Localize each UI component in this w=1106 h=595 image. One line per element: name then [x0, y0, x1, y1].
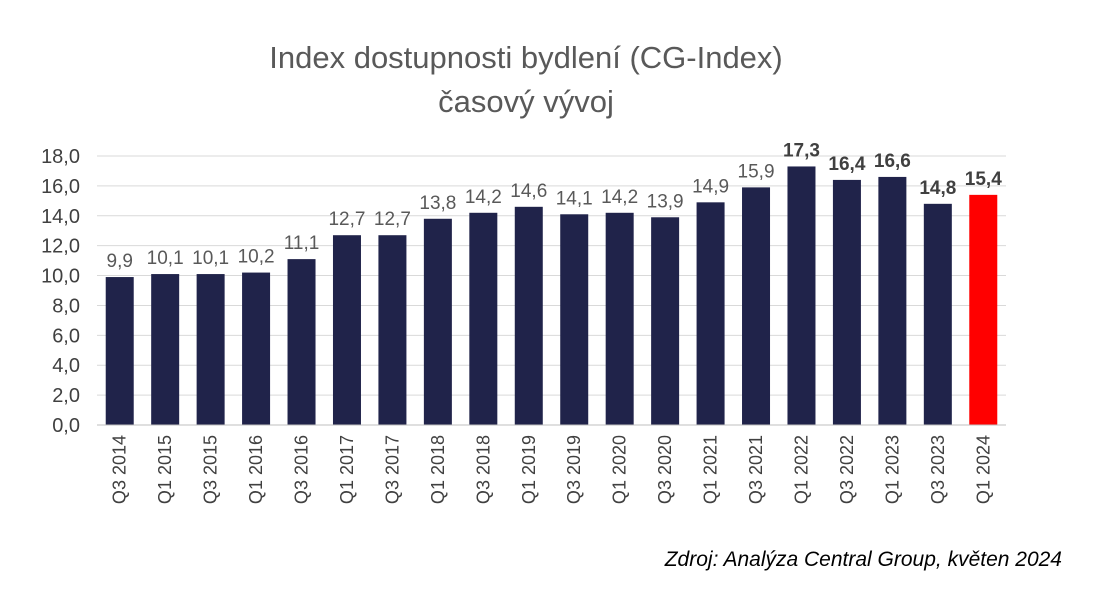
bar — [696, 202, 725, 425]
bar — [969, 194, 998, 425]
data-label: 10,1 — [147, 248, 184, 269]
data-label: 14,8 — [919, 178, 956, 199]
x-tick-label: Q1 2023 — [882, 435, 902, 504]
data-label: 12,7 — [374, 209, 411, 230]
data-label: 15,9 — [738, 161, 775, 182]
bar — [605, 212, 634, 425]
data-label: 14,2 — [601, 187, 638, 208]
y-tick-label: 2,0 — [52, 385, 80, 407]
data-label: 17,3 — [783, 140, 820, 161]
bar — [196, 274, 225, 425]
x-tick-label: Q1 2019 — [519, 435, 539, 504]
data-label: 14,2 — [465, 187, 502, 208]
data-label: 11,1 — [284, 233, 320, 254]
y-tick-label: 16,0 — [41, 176, 80, 198]
x-tick-label: Q1 2024 — [973, 435, 993, 504]
y-tick-label: 4,0 — [52, 355, 80, 377]
bar — [832, 179, 861, 425]
data-label: 15,4 — [965, 169, 1002, 190]
x-tick-label: Q1 2017 — [337, 435, 357, 504]
data-label: 13,9 — [647, 191, 684, 212]
chart-title: Index dostupnosti bydlení (CG-Index) — [269, 40, 783, 75]
x-tick-label: Q3 2019 — [564, 435, 584, 504]
bar — [560, 214, 589, 425]
y-tick-label: 14,0 — [41, 206, 80, 228]
bar — [514, 206, 543, 425]
y-tick-label: 12,0 — [41, 236, 80, 258]
bar — [332, 235, 361, 425]
y-tick-label: 0,0 — [52, 415, 80, 437]
bar — [423, 218, 452, 425]
source-note: Zdroj: Analýza Central Group, květen 202… — [664, 548, 1062, 571]
x-tick-label: Q1 2021 — [701, 435, 721, 504]
bar — [878, 176, 907, 425]
y-tick-label: 18,0 — [41, 146, 80, 168]
data-label: 13,8 — [419, 193, 456, 214]
bar — [787, 166, 816, 425]
chart-subtitle: časový vývoj — [438, 84, 614, 119]
data-label: 16,6 — [874, 151, 911, 172]
bar — [651, 217, 680, 425]
x-tick-label: Q1 2022 — [791, 435, 811, 504]
bar — [105, 277, 134, 425]
x-tick-label: Q3 2015 — [201, 435, 221, 504]
x-tick-label: Q3 2022 — [837, 435, 857, 504]
x-tick-label: Q3 2023 — [928, 435, 948, 504]
bar — [742, 187, 771, 425]
x-tick-label: Q1 2020 — [610, 435, 630, 504]
data-label: 14,6 — [510, 181, 547, 202]
data-label: 12,7 — [328, 209, 365, 230]
x-tick-label: Q1 2015 — [155, 435, 175, 504]
bar — [242, 272, 271, 425]
x-tick-label: Q3 2014 — [110, 435, 130, 504]
y-tick-label: 6,0 — [52, 325, 80, 347]
y-tick-label: 8,0 — [52, 295, 80, 317]
bar — [287, 259, 316, 425]
x-tick-label: Q1 2016 — [246, 435, 266, 504]
x-tick-label: Q1 2018 — [428, 435, 448, 504]
data-label: 14,9 — [692, 176, 729, 197]
data-label: 10,2 — [238, 247, 275, 268]
data-label: 9,9 — [107, 251, 133, 272]
x-tick-label: Q3 2018 — [473, 435, 493, 504]
bar — [469, 212, 498, 425]
x-tick-label: Q3 2021 — [746, 435, 766, 504]
data-label: 16,4 — [828, 154, 865, 175]
x-tick-label: Q3 2020 — [655, 435, 675, 504]
data-label: 10,1 — [192, 248, 229, 269]
x-tick-label: Q3 2017 — [382, 435, 402, 504]
x-tick-label: Q3 2016 — [292, 435, 312, 504]
data-label: 14,1 — [556, 188, 593, 209]
bar — [151, 274, 180, 425]
bar — [378, 235, 407, 425]
bar — [923, 203, 952, 425]
y-tick-label: 10,0 — [41, 266, 80, 288]
